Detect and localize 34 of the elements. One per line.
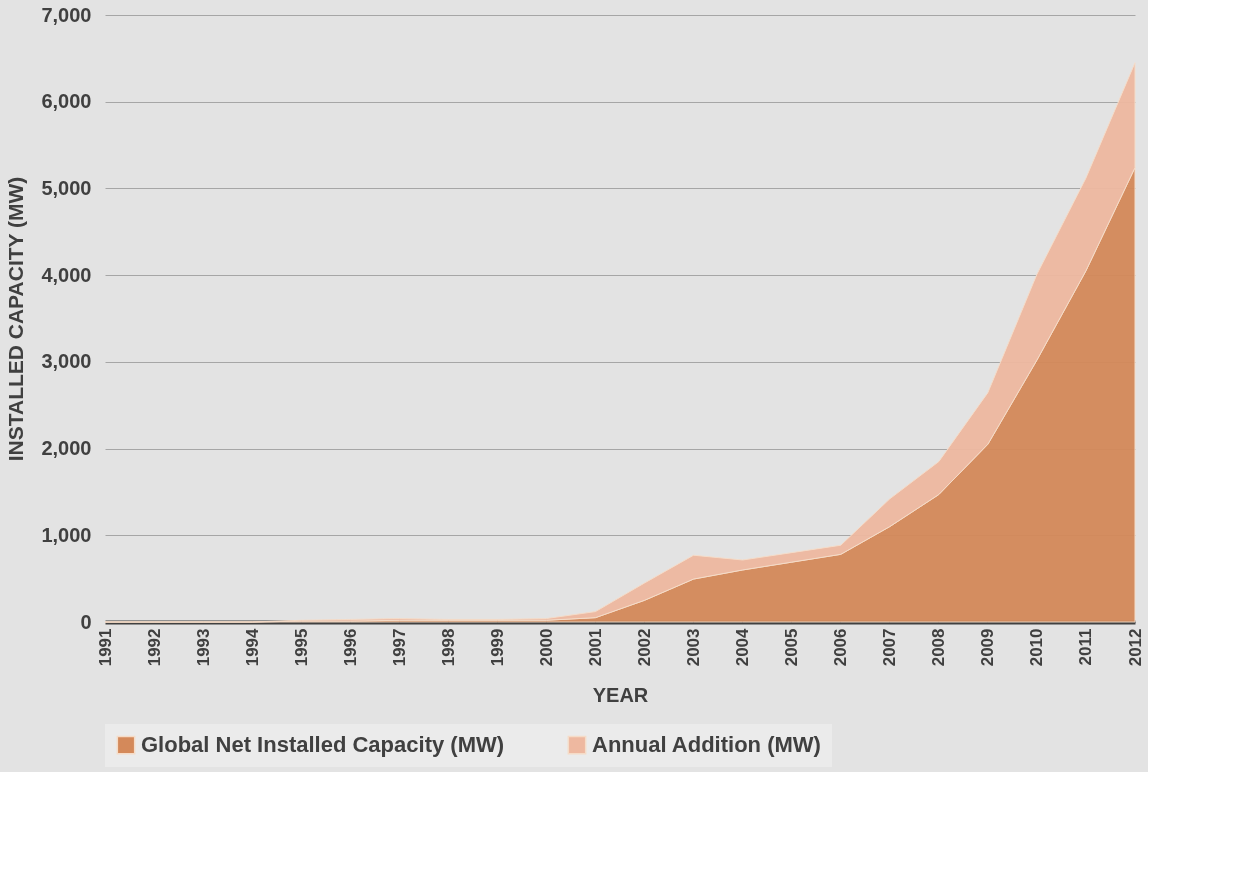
x-tick-label: 2011 <box>1076 628 1096 666</box>
y-tick-label: 2,000 <box>41 437 92 460</box>
x-tick-label: 2003 <box>684 628 704 667</box>
x-tick-label: 1998 <box>438 628 458 667</box>
y-tick-label: 7,000 <box>41 3 92 26</box>
y-tick-label: 1,000 <box>41 523 92 546</box>
x-tick-label: 2004 <box>733 627 753 667</box>
x-tick-label: 2009 <box>978 628 998 667</box>
legend-label: Annual Addition (MW) <box>592 732 821 758</box>
y-tick-label: 0 <box>80 610 92 633</box>
x-tick-label: 2010 <box>1027 628 1047 667</box>
x-tick-label: 1996 <box>340 628 360 667</box>
x-tick-label: 2005 <box>782 628 802 667</box>
x-tick-label: 1991 <box>95 628 115 667</box>
x-tick-label: 2001 <box>585 628 605 667</box>
y-tick-label: 5,000 <box>41 176 92 199</box>
x-tick-label: 2000 <box>536 628 556 667</box>
x-tick-label: 2007 <box>880 628 900 667</box>
x-axis-title: YEAR <box>592 684 649 707</box>
x-tick-label: 1995 <box>291 628 311 667</box>
x-tick-label: 1999 <box>487 628 507 667</box>
x-tick-label: 2002 <box>635 628 655 667</box>
y-tick-label: 4,000 <box>41 263 92 286</box>
y-tick-label: 6,000 <box>41 90 92 113</box>
x-tick-label: 1992 <box>144 628 164 667</box>
x-tick-label: 1993 <box>193 628 213 667</box>
legend-label: Global Net Installed Capacity (MW) <box>141 732 505 758</box>
x-tick-label: 1994 <box>242 627 262 667</box>
x-tick-label: 1997 <box>389 628 409 667</box>
y-axis-title: INSTALLED CAPACITY (MW) <box>4 176 28 462</box>
y-tick-label: 3,000 <box>41 350 92 373</box>
x-tick-label: 2006 <box>831 628 851 667</box>
x-tick-label: 2012 <box>1125 628 1145 667</box>
x-tick-label: 2008 <box>929 628 949 667</box>
